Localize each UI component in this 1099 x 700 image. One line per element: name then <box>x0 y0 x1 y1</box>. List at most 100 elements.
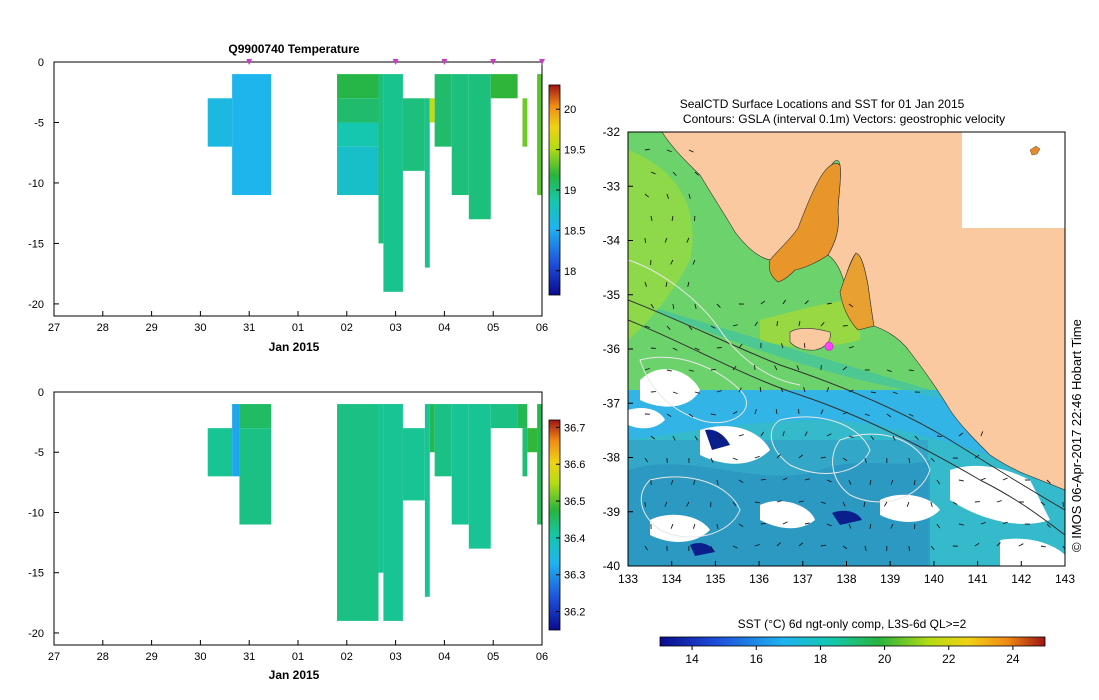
temperature-xtick-label: 01 <box>292 322 304 334</box>
salinity-cells <box>207 404 542 621</box>
temperature-xtick-label: 04 <box>438 322 450 334</box>
velocity-vector <box>842 501 846 507</box>
map-xtick-label: 136 <box>749 572 769 586</box>
velocity-vector <box>710 545 714 551</box>
velocity-vector <box>686 237 690 243</box>
velocity-vector <box>781 343 784 349</box>
velocity-vector <box>776 454 781 459</box>
velocity-vector <box>738 523 744 528</box>
gsla-contour <box>640 476 741 538</box>
salinity-cell-9 <box>429 404 435 453</box>
sst-colorbar-label: SST (°C) 6d ngt-only comp, L3S-6d QL>=2 <box>738 617 967 631</box>
temperature-cell-5 <box>337 146 379 196</box>
temperature-cell-13 <box>468 74 491 220</box>
velocity-vector <box>670 479 674 485</box>
salinity-colorbar <box>548 419 561 631</box>
velocity-vector <box>694 391 700 394</box>
temperature-cell-15 <box>522 98 528 147</box>
velocity-vector <box>754 544 760 547</box>
velocity-vector <box>798 542 804 547</box>
velocity-vector <box>886 413 892 418</box>
velocity-vector <box>671 215 674 222</box>
temperature-cell-8 <box>402 98 425 171</box>
velocity-vector <box>732 324 738 327</box>
sst-colorbar-tick-label: 22 <box>942 652 956 666</box>
velocity-vector <box>664 501 668 507</box>
map-ytick-label: -39 <box>603 505 621 519</box>
velocity-vector <box>644 237 647 244</box>
salinity-xtick-label: 30 <box>194 651 206 663</box>
velocity-vector <box>980 521 986 525</box>
velocity-vector <box>644 545 649 551</box>
velocity-vector <box>958 523 964 526</box>
temperature-colorbar-tick-label: 18.5 <box>564 225 585 237</box>
velocity-vector <box>666 369 672 372</box>
velocity-vector <box>864 413 870 417</box>
velocity-vector <box>672 435 676 441</box>
velocity-vector <box>738 343 743 349</box>
temperature-xtick-label: 27 <box>48 322 60 334</box>
map-ytick-label: -32 <box>603 125 621 139</box>
salinity-xtick-label: 03 <box>389 651 401 663</box>
salinity-ytick-label: 0 <box>38 387 44 399</box>
velocity-vector <box>848 389 854 393</box>
velocity-vector <box>798 500 804 503</box>
velocity-vector <box>650 435 656 440</box>
salinity-xtick-label: 29 <box>145 651 157 663</box>
map-ytick-label: -35 <box>603 288 621 302</box>
map-title: SealCTD Surface Locations and SST for 01… <box>680 97 965 111</box>
velocity-vector <box>754 501 760 504</box>
sst-colorbar <box>659 636 1046 647</box>
temperature-xtick-label: 02 <box>341 322 353 334</box>
velocity-vector <box>760 431 765 437</box>
velocity-vector <box>716 346 722 349</box>
temperature-profile-marker <box>490 59 497 65</box>
velocity-vector <box>842 545 848 550</box>
temperature-xtick-label: 30 <box>194 322 206 334</box>
temperature-profile-marker <box>441 59 448 65</box>
velocity-vector <box>826 302 832 305</box>
velocity-vector <box>848 303 854 308</box>
velocity-vector <box>820 321 825 327</box>
velocity-vector <box>760 300 766 305</box>
gsla-contour <box>639 356 747 424</box>
salinity-xtick-label: 04 <box>438 651 450 663</box>
temperature-title: Q9900740 Temperature <box>228 42 360 56</box>
velocity-vector <box>692 259 696 265</box>
temperature-profile-marker <box>246 59 253 65</box>
velocity-vector <box>936 479 941 485</box>
temperature-xtick-label: 28 <box>97 322 109 334</box>
velocity-vector <box>864 545 867 551</box>
velocity-vector <box>688 369 694 372</box>
salinity-cell-15 <box>522 428 528 477</box>
velocity-vector <box>870 391 876 394</box>
velocity-vector <box>754 321 759 327</box>
map-ytick-label: -40 <box>603 559 621 573</box>
temperature-cell-7 <box>383 74 403 292</box>
temperature-cell-2 <box>337 74 379 99</box>
salinity-cell-7 <box>402 428 425 501</box>
velocity-vector <box>804 478 810 481</box>
map-xtick-label: 133 <box>618 572 638 586</box>
temperature-colorbar-tick-label: 20 <box>564 104 576 116</box>
velocity-vector <box>796 365 800 371</box>
map-ytick-label: -38 <box>603 451 621 465</box>
velocity-vector <box>1018 543 1024 547</box>
velocity-vector <box>688 413 694 418</box>
velocity-vector <box>665 281 668 288</box>
temperature-colorbar-tick-label: 19 <box>564 185 576 197</box>
velocity-vector <box>760 522 766 525</box>
salinity-cell-6 <box>383 404 403 621</box>
velocity-vector <box>892 435 896 441</box>
velocity-vector <box>716 523 719 529</box>
velocity-vector <box>892 391 898 395</box>
map-xtick-label: 141 <box>968 572 988 586</box>
temperature-profile-marker <box>392 59 399 65</box>
velocity-vector <box>732 411 738 415</box>
temperature-cell-12 <box>451 74 469 196</box>
velocity-vector <box>930 501 933 507</box>
velocity-vector <box>644 281 648 287</box>
sst-colorbar-tick-label: 18 <box>814 652 828 666</box>
velocity-vector <box>666 325 671 331</box>
salinity-cell-0 <box>207 428 233 477</box>
